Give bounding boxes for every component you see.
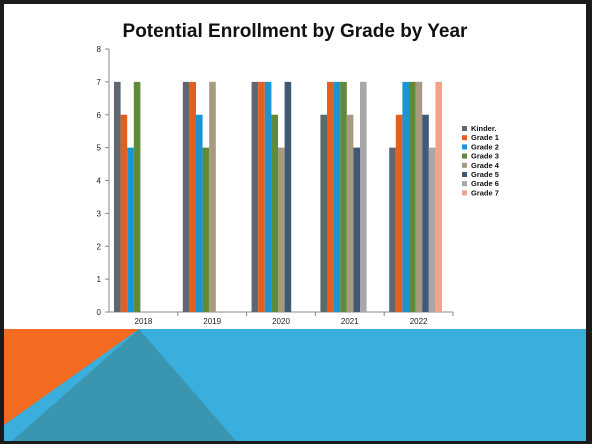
bar — [389, 147, 396, 312]
legend-swatch — [462, 172, 467, 177]
y-tick-label: 2 — [97, 242, 102, 251]
bar — [271, 114, 278, 312]
legend-swatch — [462, 181, 467, 187]
footer-teal-triangle — [12, 329, 236, 441]
legend-swatch — [462, 190, 467, 196]
bar — [251, 81, 259, 312]
legend-label: Grade 3 — [471, 152, 499, 161]
chart-title: Potential Enrollment by Grade by Year — [122, 21, 468, 42]
bar — [415, 81, 423, 312]
y-tick-label: 4 — [97, 177, 102, 186]
bar — [258, 81, 265, 312]
x-tick-label: 2019 — [203, 317, 221, 326]
legend-label: Grade 6 — [471, 179, 499, 188]
legend-label: Grade 4 — [471, 161, 500, 170]
legend-swatch — [462, 153, 467, 159]
bar — [209, 81, 216, 312]
legend-label: Grade 7 — [471, 188, 499, 197]
bar — [182, 81, 190, 312]
y-tick-label: 3 — [97, 209, 102, 218]
bar — [114, 81, 121, 312]
y-tick-label: 1 — [97, 275, 102, 284]
bar — [333, 81, 341, 312]
bar — [340, 81, 347, 312]
bar — [202, 147, 210, 312]
bar — [133, 81, 141, 312]
bar — [120, 114, 128, 312]
bar — [320, 114, 327, 312]
legend-label: Kinder. — [471, 124, 496, 133]
bar — [428, 147, 436, 312]
bar — [409, 81, 416, 312]
x-tick-label: 2022 — [410, 317, 428, 326]
bar — [435, 81, 442, 312]
legend-swatch — [462, 162, 467, 168]
footer-orange-triangle — [4, 329, 139, 425]
x-tick-label: 2020 — [272, 317, 290, 326]
bar — [284, 81, 292, 312]
bar — [264, 81, 272, 312]
bar — [395, 114, 403, 312]
decorative-footer — [4, 329, 586, 441]
bar — [278, 147, 285, 312]
legend-label: Grade 1 — [471, 133, 499, 142]
bar — [360, 81, 367, 312]
y-tick-label: 8 — [97, 45, 102, 54]
legend-swatch — [462, 135, 467, 141]
legend-label: Grade 5 — [471, 170, 499, 179]
bar — [189, 81, 196, 312]
legend-swatch — [462, 144, 467, 150]
bar — [353, 147, 360, 312]
bar — [196, 114, 203, 312]
legend-label: Grade 2 — [471, 142, 499, 151]
y-tick-label: 0 — [97, 308, 102, 317]
slide: Potential Enrollment by Grade by Year 0 1… — [4, 4, 586, 441]
x-tick-label: 2018 — [135, 317, 153, 326]
legend-swatch — [462, 126, 467, 131]
y-tick-label: 6 — [97, 111, 102, 120]
y-tick-label: 7 — [97, 78, 102, 87]
bar — [346, 114, 354, 312]
bar — [422, 114, 429, 312]
y-tick-label: 5 — [97, 144, 102, 153]
bar — [127, 147, 134, 312]
bar — [327, 81, 334, 312]
x-tick-label: 2021 — [341, 317, 359, 326]
bar — [402, 81, 409, 312]
